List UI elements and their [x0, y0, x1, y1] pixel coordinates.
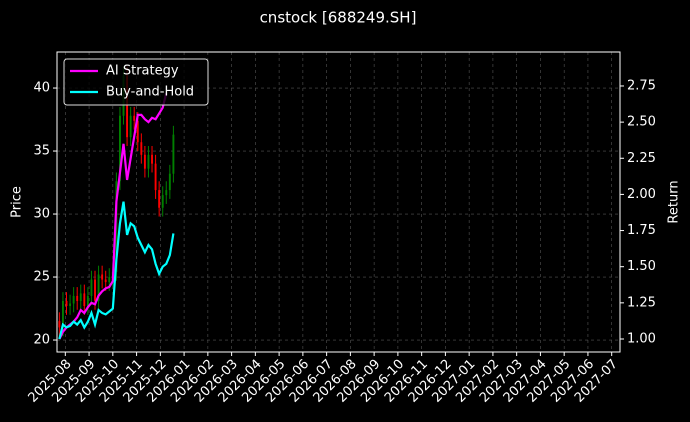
candle-body	[147, 154, 150, 169]
plot-frame	[56, 51, 621, 353]
y-axis-label: Price	[10, 186, 25, 218]
candle-body	[151, 154, 153, 164]
y-tick-label: 40	[33, 81, 50, 96]
candle-body	[158, 190, 161, 208]
candle-body	[58, 321, 61, 328]
candle-body	[94, 279, 96, 301]
candle-body	[115, 181, 118, 272]
candle-body	[140, 142, 143, 155]
y-tick-label: 30	[33, 207, 50, 222]
candle-body	[76, 295, 79, 301]
candle-body	[61, 300, 64, 328]
candle-body	[161, 195, 164, 208]
candle-body	[104, 279, 107, 283]
candle-body	[133, 115, 136, 121]
candle-body	[119, 115, 121, 182]
candle-body	[86, 295, 89, 307]
legend-box	[63, 58, 209, 106]
y2-tick-label: 1.75	[627, 223, 656, 238]
candle-body	[79, 293, 82, 301]
candle-body	[154, 163, 157, 191]
legend-label: Buy-and-Hold	[106, 85, 194, 100]
candle-body	[72, 295, 75, 304]
series-line	[58, 201, 175, 340]
candle-body	[172, 134, 175, 174]
series-line	[58, 92, 168, 340]
y2-tick-label: 1.50	[627, 259, 656, 274]
candle-body	[129, 115, 132, 138]
y-tick-label: 35	[33, 144, 50, 159]
candle-body	[83, 293, 86, 307]
y-tick-label: 20	[33, 333, 50, 348]
y2-tick-label: 2.50	[627, 115, 656, 130]
y2-axis-label: Return	[667, 180, 682, 223]
candle-body	[65, 300, 68, 307]
candle-body	[90, 279, 93, 296]
candle-body	[136, 120, 139, 143]
y2-tick-label: 2.25	[627, 151, 656, 166]
y2-tick-label: 2.00	[627, 187, 656, 202]
y2-tick-label: 2.75	[627, 78, 656, 93]
y-tick-label: 25	[33, 270, 50, 285]
candle-body	[108, 277, 111, 283]
candle-body	[143, 154, 146, 169]
y2-tick-label: 1.00	[627, 331, 656, 346]
chart-title: cnstock [688249.SH]	[260, 9, 417, 27]
candle-body	[165, 190, 168, 196]
candle-body	[69, 303, 72, 307]
candle-body	[101, 274, 104, 280]
candle-body	[126, 75, 129, 138]
legend-label: AI Strategy	[106, 64, 179, 79]
candle-body	[168, 173, 171, 191]
candle-body	[97, 274, 100, 301]
y2-tick-label: 1.25	[627, 295, 656, 310]
